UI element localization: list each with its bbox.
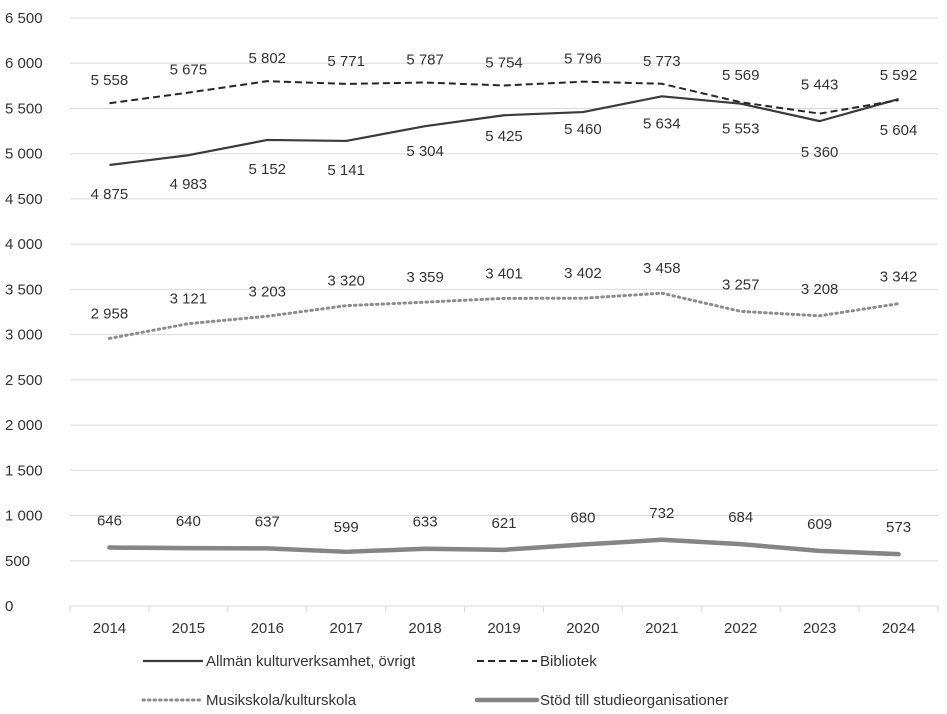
data-label: 2 958 bbox=[91, 305, 129, 322]
data-label: 3 203 bbox=[248, 283, 286, 300]
legend-label: Bibliotek bbox=[540, 653, 597, 670]
data-label: 3 257 bbox=[722, 276, 760, 293]
y-tick-label: 3 000 bbox=[5, 327, 43, 344]
series-line bbox=[107, 537, 901, 557]
data-label: 5 141 bbox=[327, 162, 365, 179]
data-label: 5 773 bbox=[643, 53, 681, 70]
data-label: 3 402 bbox=[564, 265, 602, 282]
data-label: 5 634 bbox=[643, 115, 681, 132]
series-line bbox=[109, 80, 899, 115]
data-label: 3 208 bbox=[801, 281, 839, 298]
data-label: 5 675 bbox=[170, 62, 208, 79]
y-tick-label: 6 000 bbox=[5, 55, 43, 72]
legend-label: Musikskola/kulturskola bbox=[206, 692, 357, 709]
data-label: 4 875 bbox=[91, 186, 129, 203]
data-label: 640 bbox=[176, 513, 201, 530]
data-label: 5 796 bbox=[564, 51, 602, 68]
x-tick-label: 2022 bbox=[724, 620, 757, 637]
data-label: 3 121 bbox=[170, 291, 208, 308]
x-tick-label: 2023 bbox=[803, 620, 836, 637]
x-tick-label: 2020 bbox=[566, 620, 599, 637]
x-tick-label: 2015 bbox=[172, 620, 205, 637]
data-label: 5 304 bbox=[406, 143, 444, 160]
data-label: 5 604 bbox=[880, 122, 918, 139]
data-label: 609 bbox=[807, 516, 832, 533]
data-label: 633 bbox=[413, 514, 438, 531]
data-label: 3 359 bbox=[406, 269, 444, 286]
x-axis-tick-labels: 2014 2015 2016 2017 2018 2019 2020 2021 2022 2023… bbox=[69, 606, 939, 637]
data-label: 5 360 bbox=[801, 144, 839, 161]
data-label: 573 bbox=[886, 519, 911, 536]
data-label: 5 802 bbox=[248, 50, 286, 67]
legend-label: Stöd till studieorganisationer bbox=[540, 692, 728, 709]
legend-item: Musikskola/kulturskola bbox=[141, 692, 357, 709]
data-label: 5 754 bbox=[485, 54, 523, 71]
y-tick-label: 5 500 bbox=[5, 100, 43, 117]
data-label: 637 bbox=[255, 513, 280, 530]
data-label: 5 553 bbox=[722, 121, 760, 138]
y-tick-label: 1 500 bbox=[5, 462, 43, 479]
data-label: 5 443 bbox=[801, 77, 839, 94]
y-tick-label: 4 000 bbox=[5, 236, 43, 253]
data-label: 5 425 bbox=[485, 128, 523, 145]
data-label: 5 569 bbox=[722, 67, 760, 84]
y-axis-tick-labels: 0 500 1 000 1 500 2 000 2 500 3 000 3 500 4 000 4… bbox=[5, 10, 43, 615]
y-tick-label: 2 000 bbox=[5, 417, 43, 434]
data-label: 732 bbox=[649, 505, 674, 522]
data-label: 5 787 bbox=[406, 51, 444, 68]
y-tick-label: 5 000 bbox=[5, 146, 43, 163]
data-label: 5 460 bbox=[564, 121, 602, 138]
x-tick-label: 2019 bbox=[487, 620, 520, 637]
data-label: 599 bbox=[334, 519, 359, 536]
gridlines bbox=[70, 17, 938, 607]
data-label: 5 592 bbox=[880, 67, 918, 84]
legend-item: Allmän kulturverksamhet, övrigt bbox=[143, 653, 416, 670]
data-label: 5 771 bbox=[327, 53, 365, 70]
x-tick-label: 2014 bbox=[93, 620, 126, 637]
x-tick-label: 2017 bbox=[329, 620, 362, 637]
series-line bbox=[109, 95, 899, 167]
series-line bbox=[107, 291, 901, 340]
y-tick-label: 3 500 bbox=[5, 281, 43, 298]
y-tick-label: 4 500 bbox=[5, 191, 43, 208]
data-labels: 4 875 4 983 5 152 5 141 5 304 5 425 5 460 5 634… bbox=[91, 50, 918, 536]
data-label: 3 342 bbox=[880, 269, 918, 286]
data-label: 5 558 bbox=[91, 72, 129, 89]
data-label: 3 458 bbox=[643, 260, 681, 277]
legend-item: Stöd till studieorganisationer bbox=[474, 692, 728, 709]
y-tick-label: 1 000 bbox=[5, 508, 43, 525]
legend-label: Allmän kulturverksamhet, övrigt bbox=[206, 653, 416, 670]
y-tick-label: 2 500 bbox=[5, 372, 43, 389]
data-label: 4 983 bbox=[170, 176, 208, 193]
data-label: 3 320 bbox=[327, 273, 365, 290]
x-tick-label: 2024 bbox=[882, 620, 915, 637]
legend-item: Bibliotek bbox=[477, 653, 597, 670]
series-lines bbox=[107, 80, 901, 557]
data-label: 5 152 bbox=[248, 161, 286, 178]
y-tick-label: 0 bbox=[5, 598, 13, 615]
y-tick-label: 500 bbox=[5, 553, 30, 570]
x-tick-label: 2018 bbox=[408, 620, 441, 637]
data-label: 646 bbox=[97, 513, 122, 530]
y-tick-label: 6 500 bbox=[5, 10, 43, 27]
legend: Allmän kulturverksamhet, övrigt Bibliotek… bbox=[141, 653, 728, 709]
data-label: 3 401 bbox=[485, 265, 523, 282]
x-tick-label: 2016 bbox=[251, 620, 284, 637]
x-tick-label: 2021 bbox=[645, 620, 678, 637]
data-label: 621 bbox=[491, 515, 516, 532]
data-label: 684 bbox=[728, 509, 753, 526]
data-label: 680 bbox=[570, 509, 595, 526]
